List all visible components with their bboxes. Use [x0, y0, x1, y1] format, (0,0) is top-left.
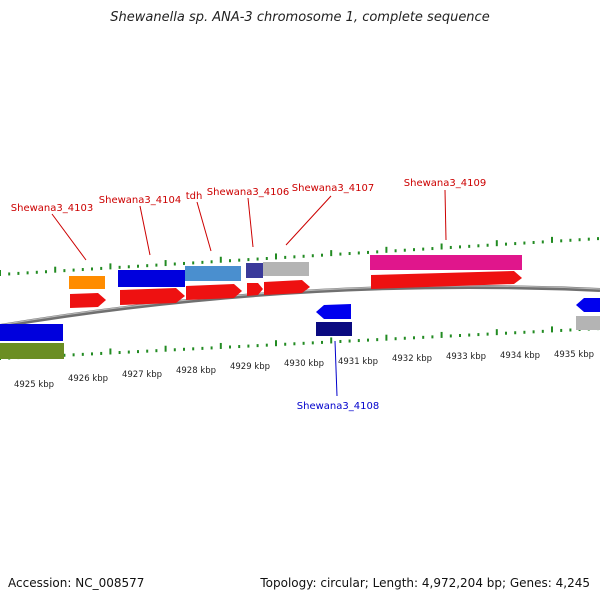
cog-bar-4108[interactable]	[316, 322, 352, 336]
position-label: 4927 kbp	[122, 370, 162, 380]
position-label: 4926 kbp	[68, 374, 108, 384]
cog-bar-4109[interactable]	[370, 255, 522, 270]
gene-arrow-right-edge[interactable]	[576, 298, 600, 312]
cog-bar-4103[interactable]	[69, 276, 105, 289]
gene-label-4103[interactable]: Shewana3_4103	[11, 203, 93, 214]
position-label: 4932 kbp	[392, 354, 432, 364]
outer-tick-ring	[0, 236, 599, 276]
position-label: 4930 kbp	[284, 359, 324, 369]
position-label: 4925 kbp	[14, 380, 54, 390]
gene-arrow-left-edge[interactable]	[0, 324, 63, 341]
gene-arrow-4109[interactable]	[371, 271, 522, 289]
cog-bar-4104[interactable]	[118, 270, 185, 287]
position-label: 4929 kbp	[230, 362, 270, 372]
position-label: 4934 kbp	[500, 351, 540, 361]
cog-bar-left-edge[interactable]	[0, 343, 64, 359]
inner-tick-ring	[0, 326, 599, 360]
cog-bar-4107[interactable]	[263, 262, 309, 276]
position-label: 4933 kbp	[446, 352, 486, 362]
gene-label-4109[interactable]: Shewana3_4109	[404, 178, 486, 189]
cog-bar-4106[interactable]	[246, 263, 263, 278]
accession-text: Accession: NC_008577	[8, 576, 145, 590]
map-title: Shewanella sp. ANA-3 chromosome 1, compl…	[110, 10, 490, 25]
gene-arrow-tdh[interactable]	[186, 284, 242, 300]
gene-label-4104[interactable]: Shewana3_4104	[99, 195, 181, 206]
gene-label-4106[interactable]: Shewana3_4106	[207, 187, 289, 198]
position-label: 4928 kbp	[176, 366, 216, 376]
gene-label-4108[interactable]: Shewana3_4108	[297, 401, 379, 412]
gene-label-tdh[interactable]: tdh	[186, 191, 203, 202]
gene-arrow-4106[interactable]	[247, 283, 263, 296]
gene-arrow-4103[interactable]	[70, 293, 106, 308]
position-label: 4931 kbp	[338, 357, 378, 367]
genome-summary-text: Topology: circular; Length: 4,972,204 bp…	[260, 576, 590, 590]
position-label: 4935 kbp	[554, 350, 594, 360]
label-leader-lines	[51, 189, 447, 397]
gene-arrow-4108[interactable]	[316, 304, 351, 319]
cog-bar-tdh[interactable]	[185, 266, 241, 281]
gene-arrow-4104[interactable]	[120, 288, 185, 305]
gene-label-4107[interactable]: Shewana3_4107	[292, 183, 374, 194]
cog-bar-right-edge[interactable]	[576, 316, 600, 330]
gene-arrow-4107[interactable]	[264, 280, 310, 295]
